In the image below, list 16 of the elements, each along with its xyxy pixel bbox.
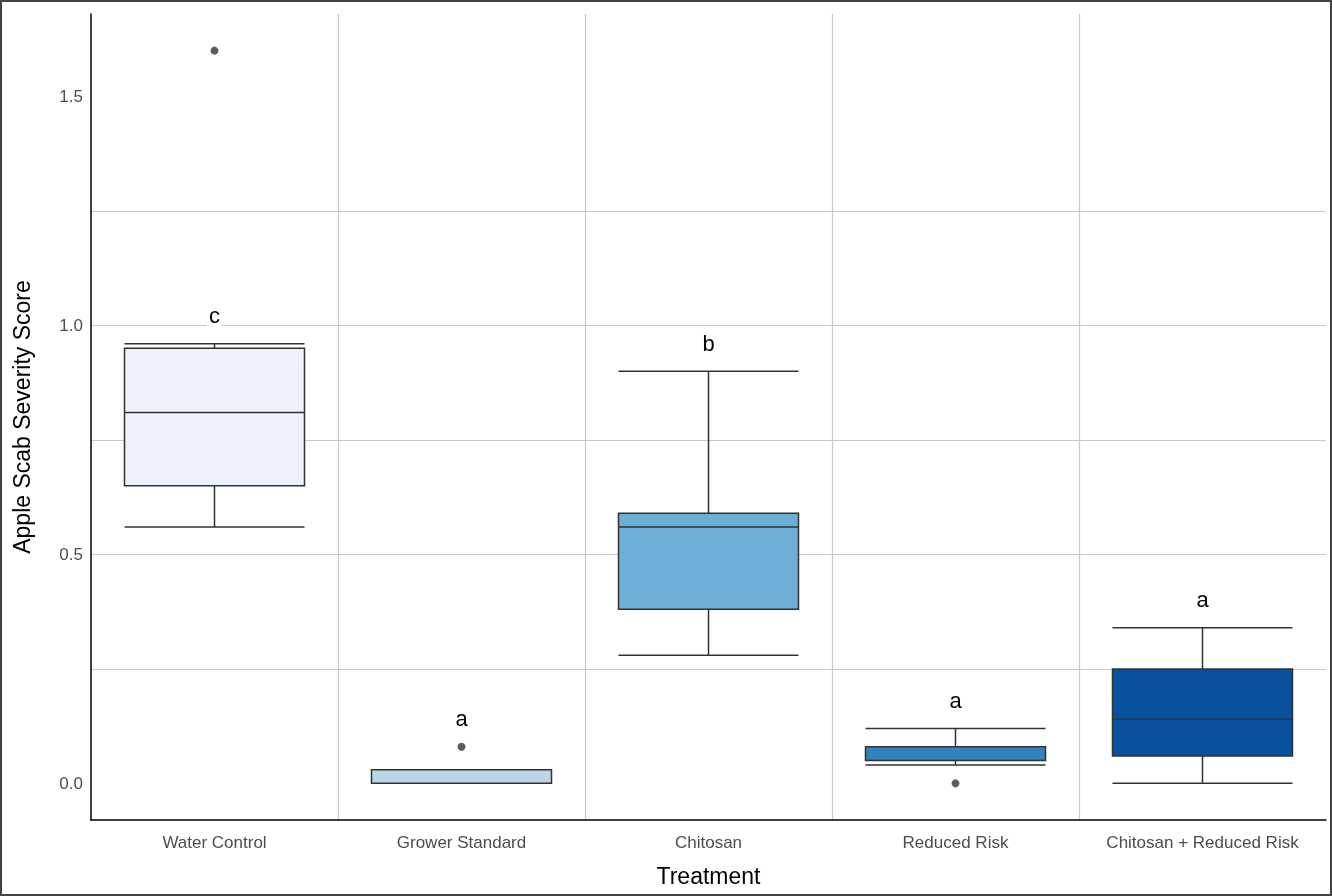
x-tick-label: Reduced Risk xyxy=(902,833,1009,852)
x-tick-label: Chitosan + Reduced Risk xyxy=(1106,833,1300,852)
x-axis-title: Treatment xyxy=(656,862,762,889)
x-tick-label: Chitosan xyxy=(674,833,743,852)
y-tick-label: 1.5 xyxy=(59,86,83,106)
y-tick-label: 0.5 xyxy=(59,544,83,564)
y-tick-label: 0.0 xyxy=(59,773,83,793)
annotation: b xyxy=(702,330,715,356)
annotation: c xyxy=(209,303,220,329)
annotation: a xyxy=(949,687,963,713)
y-axis-title: Apple Scab Severity Score xyxy=(8,280,35,554)
x-tick-label: Grower Standard xyxy=(396,833,527,852)
x-tick-label: Water Control xyxy=(162,833,267,852)
annotation: a xyxy=(455,706,469,732)
annotation: a xyxy=(1196,587,1210,613)
y-tick-label: 1.0 xyxy=(59,315,83,335)
